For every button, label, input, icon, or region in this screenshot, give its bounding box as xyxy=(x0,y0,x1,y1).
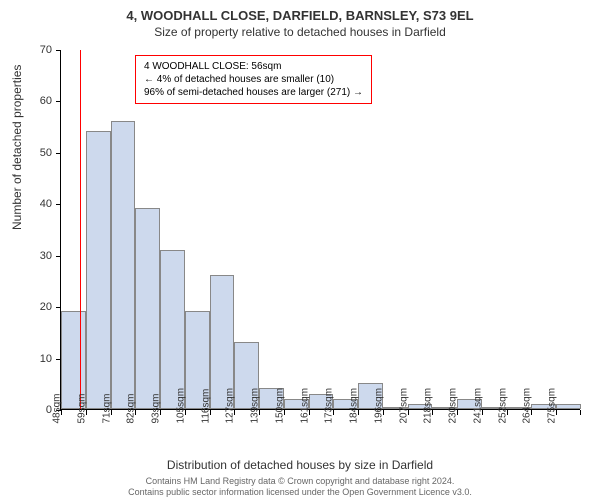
ytick-mark xyxy=(56,50,61,51)
chart-area: 4 WOODHALL CLOSE: 56sqm← 4% of detached … xyxy=(60,50,580,410)
histogram-bar xyxy=(160,250,185,409)
histogram-bar xyxy=(86,131,111,409)
ytick-label: 10 xyxy=(22,353,52,365)
ytick-label: 20 xyxy=(22,301,52,313)
ytick-label: 60 xyxy=(22,95,52,107)
credits-line-2: Contains public sector information licen… xyxy=(0,487,600,498)
credits: Contains HM Land Registry data © Crown c… xyxy=(0,476,600,498)
ytick-mark xyxy=(56,256,61,257)
title-sub: Size of property relative to detached ho… xyxy=(0,23,600,43)
ytick-label: 0 xyxy=(22,404,52,416)
info-box-line: ← 4% of detached houses are smaller (10) xyxy=(144,73,363,86)
ytick-mark xyxy=(56,204,61,205)
info-box-line: 96% of semi-detached houses are larger (… xyxy=(144,86,363,99)
histogram-bar xyxy=(111,121,136,409)
reference-line xyxy=(80,50,82,409)
info-box-line: 4 WOODHALL CLOSE: 56sqm xyxy=(144,60,363,73)
ytick-mark xyxy=(56,101,61,102)
ytick-mark xyxy=(56,307,61,308)
histogram-bar xyxy=(556,404,581,409)
ytick-mark xyxy=(56,153,61,154)
ytick-label: 40 xyxy=(22,198,52,210)
ytick-label: 70 xyxy=(22,44,52,56)
plot-region: 4 WOODHALL CLOSE: 56sqm← 4% of detached … xyxy=(60,50,580,410)
histogram-bar xyxy=(135,208,160,409)
credits-line-1: Contains HM Land Registry data © Crown c… xyxy=(0,476,600,487)
info-box: 4 WOODHALL CLOSE: 56sqm← 4% of detached … xyxy=(135,55,372,104)
xtick-mark xyxy=(580,410,581,415)
ytick-label: 30 xyxy=(22,250,52,262)
ytick-label: 50 xyxy=(22,147,52,159)
x-axis-label: Distribution of detached houses by size … xyxy=(0,458,600,472)
title-main: 4, WOODHALL CLOSE, DARFIELD, BARNSLEY, S… xyxy=(0,0,600,23)
